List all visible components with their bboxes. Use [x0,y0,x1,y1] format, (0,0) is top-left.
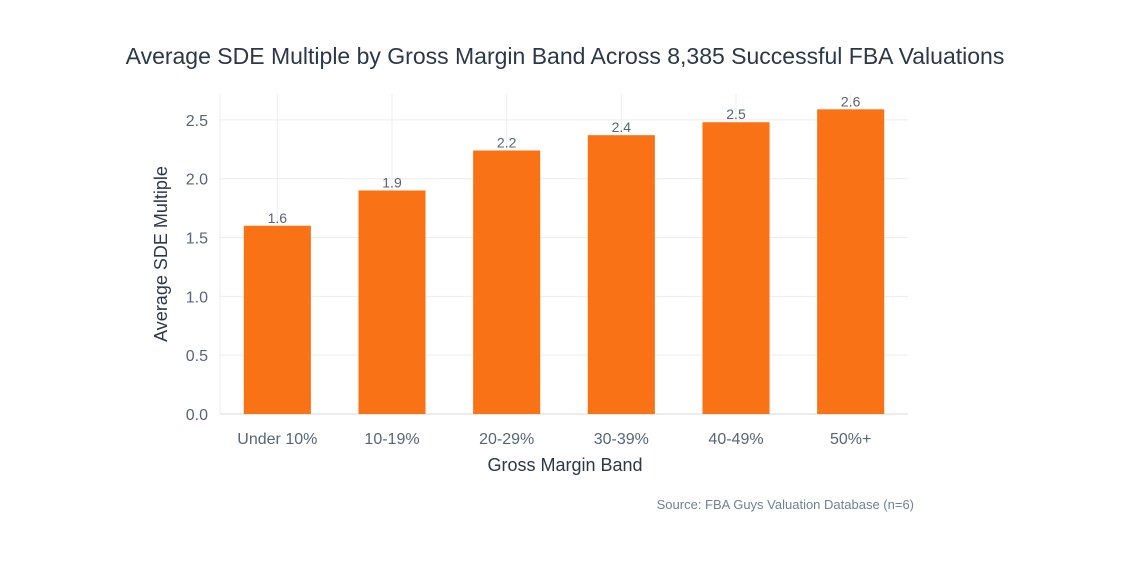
x-tick-label: 30-39% [594,431,649,448]
y-tick-label: 2.0 [186,172,208,189]
bar [587,135,655,415]
y-tick-label: 1.5 [186,231,208,248]
data-label: 2.4 [612,119,632,135]
y-tick-label: 1.0 [186,289,208,306]
y-tick-labels: 0.0 0.5 1.0 1.5 2.0 2.5 [186,113,208,424]
bars: 1.6 1.9 2.2 2.4 2.5 2.6 [243,93,885,415]
bar [243,225,311,414]
data-label: 2.6 [841,93,861,109]
y-tick-label: 2.5 [186,113,208,130]
bar [817,109,885,414]
y-axis-label: Average SDE Multiple [151,166,171,342]
bar [473,150,541,414]
grid [219,94,908,415]
y-tick-label: 0.5 [186,348,208,365]
x-tick-label: 40-49% [708,431,763,448]
bar [358,190,426,414]
x-tick-label: Under 10% [237,431,317,448]
data-label: 1.9 [382,174,402,190]
data-label: 2.5 [726,106,746,122]
x-tick-label: 10-19% [364,431,419,448]
x-axis-label: Gross Margin Band [487,455,642,475]
bar [702,122,770,414]
data-label: 1.6 [268,210,288,226]
source-note: Source: FBA Guys Valuation Database (n=6… [657,497,914,512]
x-tick-label: 20-29% [479,431,534,448]
y-tick-label: 0.0 [186,407,208,424]
x-tick-label: 50%+ [830,431,871,448]
data-label: 2.2 [497,134,517,150]
x-tick-labels: Under 10% 10-19% 20-29% 30-39% 40-49% 50%+ [237,431,871,448]
chart-title: Average SDE Multiple by Gross Margin Ban… [126,43,1005,69]
